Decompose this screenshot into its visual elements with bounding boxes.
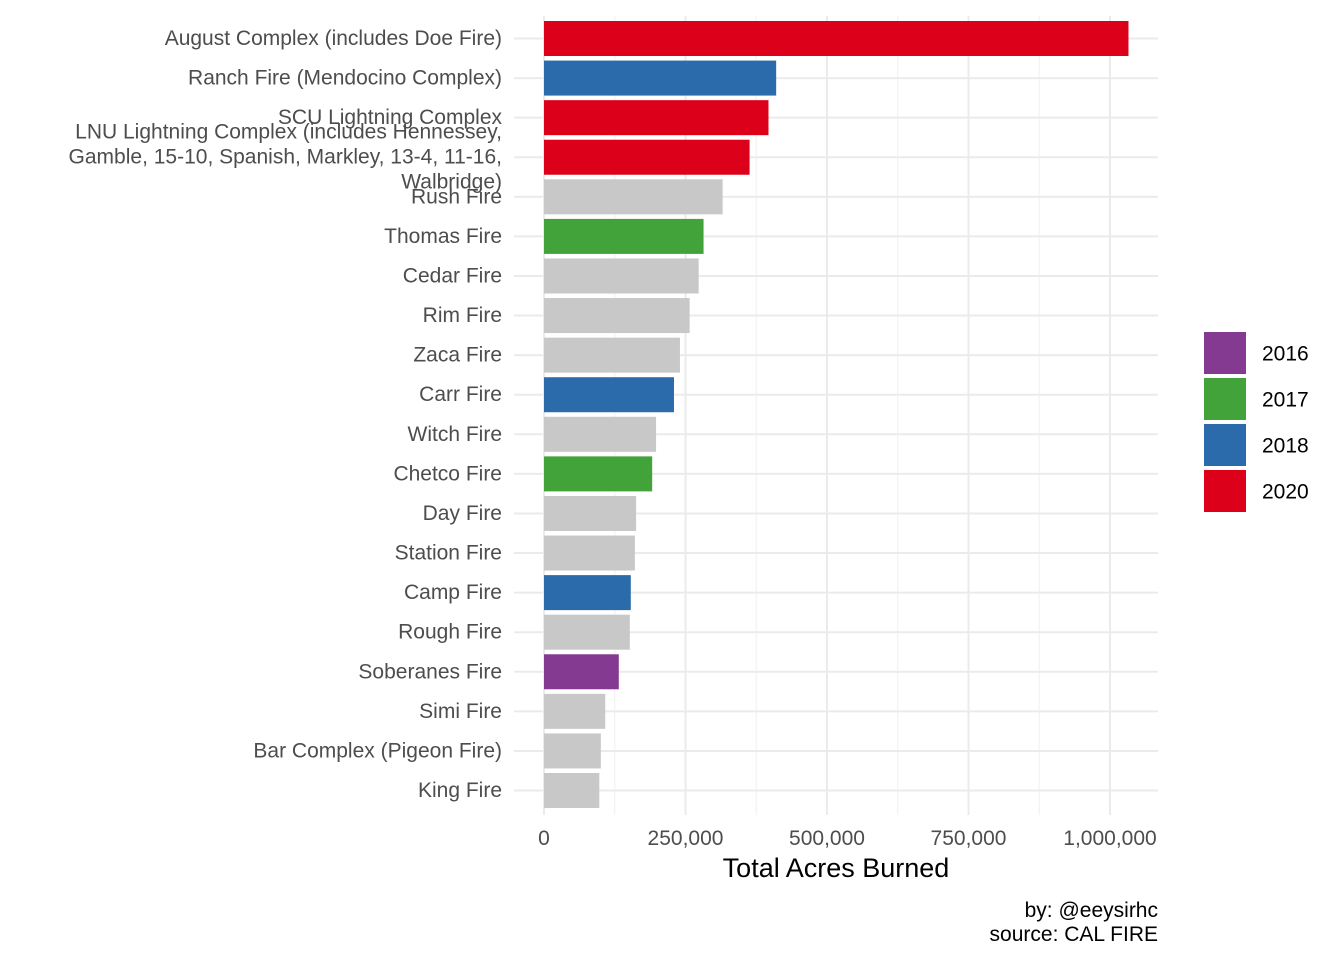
category-label: Chetco Fire <box>393 462 502 485</box>
bar <box>544 733 601 769</box>
bar <box>544 535 635 571</box>
legend-swatch <box>1204 424 1246 466</box>
bar <box>544 298 690 334</box>
grid-layer <box>514 16 1158 815</box>
x-axis-title: Total Acres Burned <box>723 853 950 883</box>
x-tick-label: 750,000 <box>931 827 1007 850</box>
bar <box>544 654 619 690</box>
bar <box>544 377 674 413</box>
bar <box>544 179 723 215</box>
category-label: Zaca Fire <box>413 344 502 367</box>
category-label: SCU Lightning Complex <box>278 106 503 129</box>
bar <box>544 337 680 373</box>
bar <box>544 100 769 136</box>
x-axis-ticks: 0 250,000 500,000 750,000 1,000,000 <box>538 827 1157 850</box>
x-tick-label: 500,000 <box>789 827 865 850</box>
category-label: Carr Fire <box>419 383 502 406</box>
bar <box>544 773 600 809</box>
category-label: Rush Fire <box>411 185 502 208</box>
bar <box>544 218 704 254</box>
category-label: Thomas Fire <box>384 225 502 248</box>
bar <box>544 456 653 492</box>
category-label: Bar Complex (Pigeon Fire) <box>253 739 502 762</box>
category-label: Gamble, 15-10, Spanish, Markley, 13-4, 1… <box>69 146 502 169</box>
legend-label: 2016 <box>1262 343 1309 366</box>
bar <box>544 416 657 452</box>
x-tick-label: 0 <box>538 827 550 850</box>
category-label: Simi Fire <box>419 700 502 723</box>
category-labels: August Complex (includes Doe Fire) Ranch … <box>69 27 503 802</box>
category-label: Rim Fire <box>423 304 502 327</box>
bar <box>544 21 1129 56</box>
category-label: Station Fire <box>395 542 502 565</box>
category-label: Soberanes Fire <box>358 660 502 683</box>
category-label: August Complex (includes Doe Fire) <box>165 27 502 50</box>
bar <box>544 258 699 294</box>
bar <box>544 575 631 611</box>
category-label: Cedar Fire <box>403 264 502 287</box>
bar <box>544 614 630 650</box>
category-label: Walbridge) <box>401 171 502 194</box>
category-label: Camp Fire <box>404 581 502 604</box>
legend: 2016 2017 2018 2020 <box>1204 332 1309 512</box>
category-label: Day Fire <box>423 502 502 525</box>
bar <box>544 139 750 175</box>
caption-line: by: @eeysirhc <box>1025 899 1158 922</box>
legend-swatch <box>1204 378 1246 420</box>
bar <box>544 693 606 729</box>
category-label: Rough Fire <box>398 621 502 644</box>
legend-label: 2017 <box>1262 389 1309 412</box>
legend-label: 2018 <box>1262 435 1309 458</box>
x-tick-label: 1,000,000 <box>1063 827 1156 850</box>
category-label: Ranch Fire (Mendocino Complex) <box>188 67 502 90</box>
category-label: King Fire <box>418 779 502 802</box>
legend-swatch <box>1204 470 1246 512</box>
category-label: Witch Fire <box>408 423 503 446</box>
legend-label: 2020 <box>1262 481 1309 504</box>
caption-line: source: CAL FIRE <box>990 923 1158 946</box>
bar <box>544 495 637 531</box>
legend-swatch <box>1204 332 1246 374</box>
bar <box>544 60 777 96</box>
category-label: LNU Lightning Complex (includes Hennesse… <box>75 121 502 144</box>
x-tick-label: 250,000 <box>648 827 724 850</box>
bar-layer <box>544 21 1129 809</box>
